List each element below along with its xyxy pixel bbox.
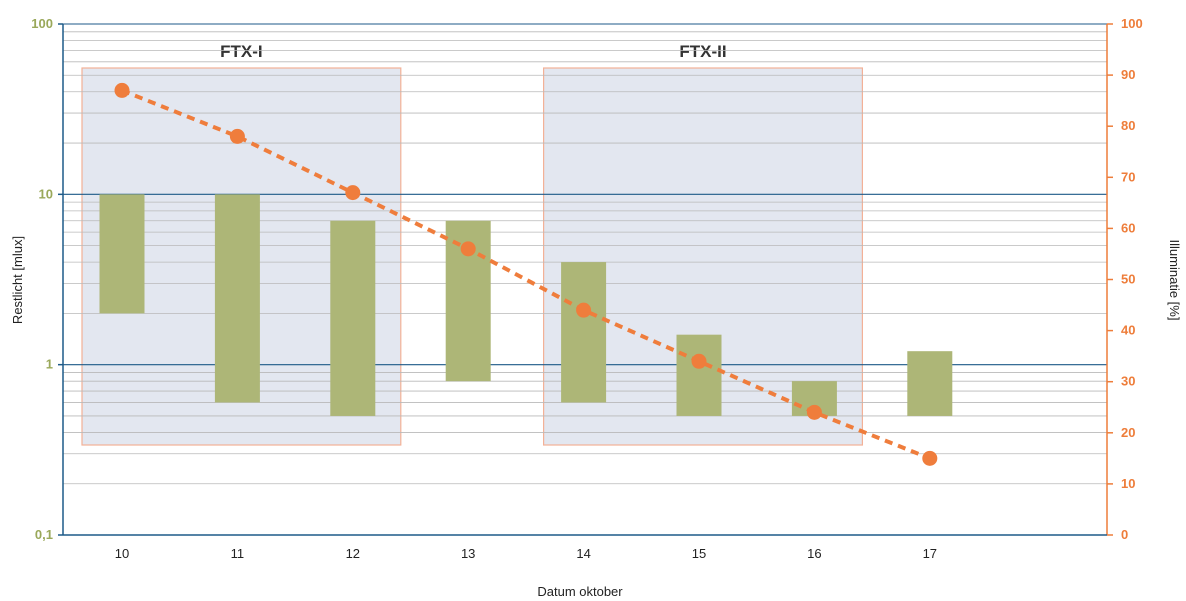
illumination-line [121,88,931,461]
right-tick-label: 100 [1121,16,1143,31]
right-tick-label: 30 [1121,374,1135,389]
right-tick-label: 10 [1121,476,1135,491]
right-tick-label: 60 [1121,220,1135,235]
right-tick-label: 0 [1121,527,1128,542]
range-bar [330,220,376,416]
illumination-point [460,241,476,257]
period-label: FTX-I [220,42,263,61]
range-bars [99,194,953,416]
illumination-point [922,450,938,466]
left-tick-label: 100 [31,16,53,31]
illumination-point [691,353,707,369]
axis-labels: Datum oktober Restlicht [mlux] Illuminat… [10,236,1182,599]
x-tick-label: 14 [576,546,590,561]
illumination-point [114,82,130,98]
left-tick-label: 1 [46,357,53,372]
right-tick-label: 80 [1121,118,1135,133]
left-tick-label: 10 [39,186,53,201]
range-bar [214,194,260,403]
period-label: FTX-II [679,42,726,61]
x-tick-label: 12 [346,546,360,561]
illumination-point [229,128,245,144]
x-tick-label: 13 [461,546,475,561]
x-tick-label: 17 [923,546,937,561]
y2-axis-title: Illuminatie [%] [1167,240,1182,321]
illumination-series [114,82,938,466]
right-tick-label: 70 [1121,169,1135,184]
x-tick-label: 16 [807,546,821,561]
illumination-point [576,302,592,318]
range-bar [907,351,953,416]
illumination-point [806,404,822,420]
right-tick-label: 50 [1121,272,1135,287]
range-bar [561,262,607,403]
range-bar [676,334,722,416]
y-axis-title: Restlicht [mlux] [10,236,25,324]
right-tick-label: 90 [1121,67,1135,82]
axes: 0,1 1 10 100 0 10 20 30 40 50 60 70 80 90 100 10 11 12 13 1… [31,16,1142,561]
right-tick-label: 40 [1121,323,1135,338]
left-tick-label: 0,1 [35,527,53,542]
x-tick-label: 11 [231,546,245,561]
illumination-point [345,185,361,201]
x-tick-label: 10 [115,546,129,561]
right-tick-label: 20 [1121,425,1135,440]
range-bar [99,194,145,314]
x-axis-title: Datum oktober [537,584,623,599]
x-tick-label: 15 [692,546,706,561]
